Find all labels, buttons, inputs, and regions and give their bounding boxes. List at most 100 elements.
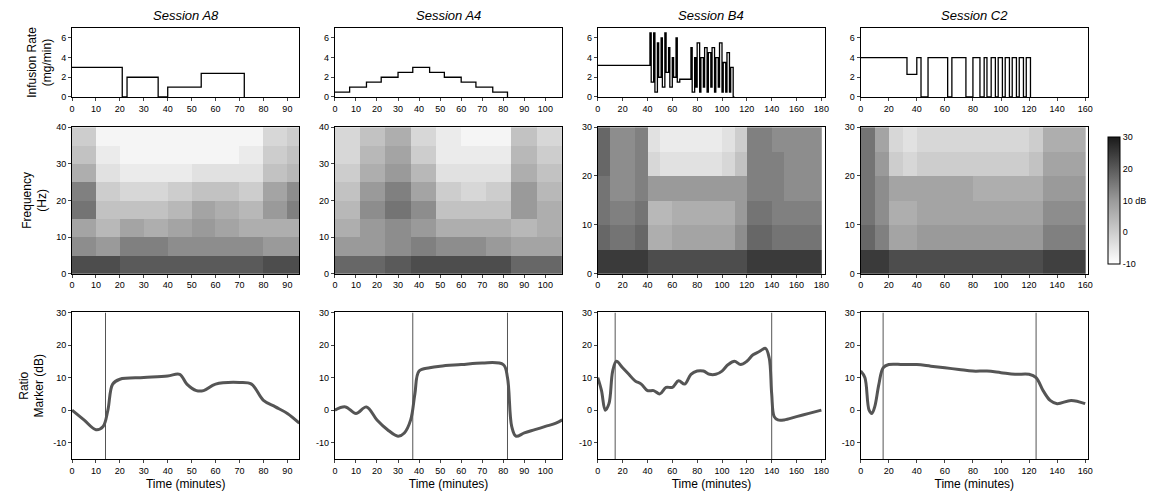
svg-text:0: 0 <box>69 466 74 476</box>
svg-text:Time (minutes): Time (minutes) <box>146 477 226 491</box>
svg-text:0: 0 <box>324 269 329 279</box>
svg-text:70: 70 <box>235 280 245 290</box>
svg-text:20: 20 <box>884 104 894 114</box>
svg-text:0: 0 <box>587 269 592 279</box>
svg-text:160: 160 <box>1078 466 1093 476</box>
svg-text:30: 30 <box>56 308 66 318</box>
svg-text:40: 40 <box>414 104 424 114</box>
svg-text:10: 10 <box>91 280 101 290</box>
svg-text:40: 40 <box>319 122 329 132</box>
svg-text:0: 0 <box>61 405 66 415</box>
svg-text:10 dB: 10 dB <box>1123 196 1147 206</box>
svg-text:40: 40 <box>163 280 173 290</box>
svg-text:50: 50 <box>187 466 197 476</box>
svg-text:160: 160 <box>789 280 804 290</box>
svg-text:100: 100 <box>538 280 553 290</box>
svg-text:4: 4 <box>324 53 329 63</box>
svg-text:2: 2 <box>324 72 329 82</box>
svg-text:120: 120 <box>739 466 754 476</box>
svg-text:40: 40 <box>912 104 922 114</box>
svg-text:10: 10 <box>319 373 329 383</box>
svg-text:0: 0 <box>332 280 337 290</box>
svg-text:40: 40 <box>163 466 173 476</box>
svg-text:60: 60 <box>211 280 221 290</box>
svg-text:140: 140 <box>1050 104 1065 114</box>
svg-text:60: 60 <box>940 466 950 476</box>
svg-text:10: 10 <box>582 220 592 230</box>
svg-text:20: 20 <box>372 466 382 476</box>
svg-text:60: 60 <box>940 104 950 114</box>
svg-text:Infusion Rate(mg/min): Infusion Rate(mg/min) <box>25 27 55 98</box>
svg-text:20: 20 <box>845 340 855 350</box>
svg-text:100: 100 <box>993 104 1008 114</box>
svg-text:90: 90 <box>519 280 529 290</box>
svg-text:-10: -10 <box>842 438 855 448</box>
svg-text:6: 6 <box>61 33 66 43</box>
svg-text:20: 20 <box>115 104 125 114</box>
svg-text:20: 20 <box>618 280 628 290</box>
svg-text:30: 30 <box>393 280 403 290</box>
svg-text:10: 10 <box>351 280 361 290</box>
svg-text:100: 100 <box>993 280 1008 290</box>
svg-text:60: 60 <box>667 280 677 290</box>
svg-text:80: 80 <box>258 466 268 476</box>
svg-text:0: 0 <box>858 280 863 290</box>
svg-text:-10: -10 <box>1123 259 1136 269</box>
svg-text:4: 4 <box>61 53 66 63</box>
svg-text:20: 20 <box>56 340 66 350</box>
svg-text:10: 10 <box>845 220 855 230</box>
svg-text:40: 40 <box>414 280 424 290</box>
svg-text:50: 50 <box>435 104 445 114</box>
svg-text:80: 80 <box>968 280 978 290</box>
svg-text:0: 0 <box>850 405 855 415</box>
svg-text:100: 100 <box>714 280 729 290</box>
svg-text:140: 140 <box>1050 466 1065 476</box>
svg-text:60: 60 <box>667 104 677 114</box>
svg-text:30: 30 <box>139 280 149 290</box>
svg-text:20: 20 <box>56 196 66 206</box>
svg-text:40: 40 <box>642 466 652 476</box>
svg-text:80: 80 <box>968 466 978 476</box>
svg-text:30: 30 <box>319 159 329 169</box>
svg-text:-10: -10 <box>53 438 66 448</box>
svg-text:80: 80 <box>968 104 978 114</box>
svg-text:160: 160 <box>789 104 804 114</box>
svg-text:20: 20 <box>582 340 592 350</box>
svg-text:10: 10 <box>582 373 592 383</box>
svg-text:Session A4: Session A4 <box>416 8 481 23</box>
svg-text:30: 30 <box>139 466 149 476</box>
svg-text:0: 0 <box>850 92 855 102</box>
svg-text:10: 10 <box>91 466 101 476</box>
svg-text:90: 90 <box>519 104 529 114</box>
svg-text:0: 0 <box>858 466 863 476</box>
svg-text:10: 10 <box>56 232 66 242</box>
svg-text:0: 0 <box>69 280 74 290</box>
svg-text:50: 50 <box>187 280 197 290</box>
svg-text:0: 0 <box>61 269 66 279</box>
svg-text:100: 100 <box>714 466 729 476</box>
svg-text:0: 0 <box>858 104 863 114</box>
svg-text:30: 30 <box>845 122 855 132</box>
svg-text:120: 120 <box>739 280 754 290</box>
svg-text:RatioMarker (dB): RatioMarker (dB) <box>17 354 47 417</box>
svg-text:20: 20 <box>319 340 329 350</box>
svg-text:-10: -10 <box>579 438 592 448</box>
svg-text:50: 50 <box>187 104 197 114</box>
svg-text:140: 140 <box>1050 280 1065 290</box>
svg-text:10: 10 <box>56 373 66 383</box>
svg-text:4: 4 <box>587 53 592 63</box>
svg-text:0: 0 <box>324 92 329 102</box>
svg-text:90: 90 <box>282 466 292 476</box>
svg-text:10: 10 <box>845 373 855 383</box>
svg-text:140: 140 <box>764 104 779 114</box>
svg-text:40: 40 <box>56 122 66 132</box>
svg-text:80: 80 <box>498 104 508 114</box>
svg-text:100: 100 <box>538 104 553 114</box>
svg-text:30: 30 <box>139 104 149 114</box>
svg-text:20: 20 <box>1123 164 1133 174</box>
svg-text:70: 70 <box>235 466 245 476</box>
svg-text:4: 4 <box>850 53 855 63</box>
svg-text:40: 40 <box>912 466 922 476</box>
svg-text:0: 0 <box>61 92 66 102</box>
svg-text:40: 40 <box>642 280 652 290</box>
